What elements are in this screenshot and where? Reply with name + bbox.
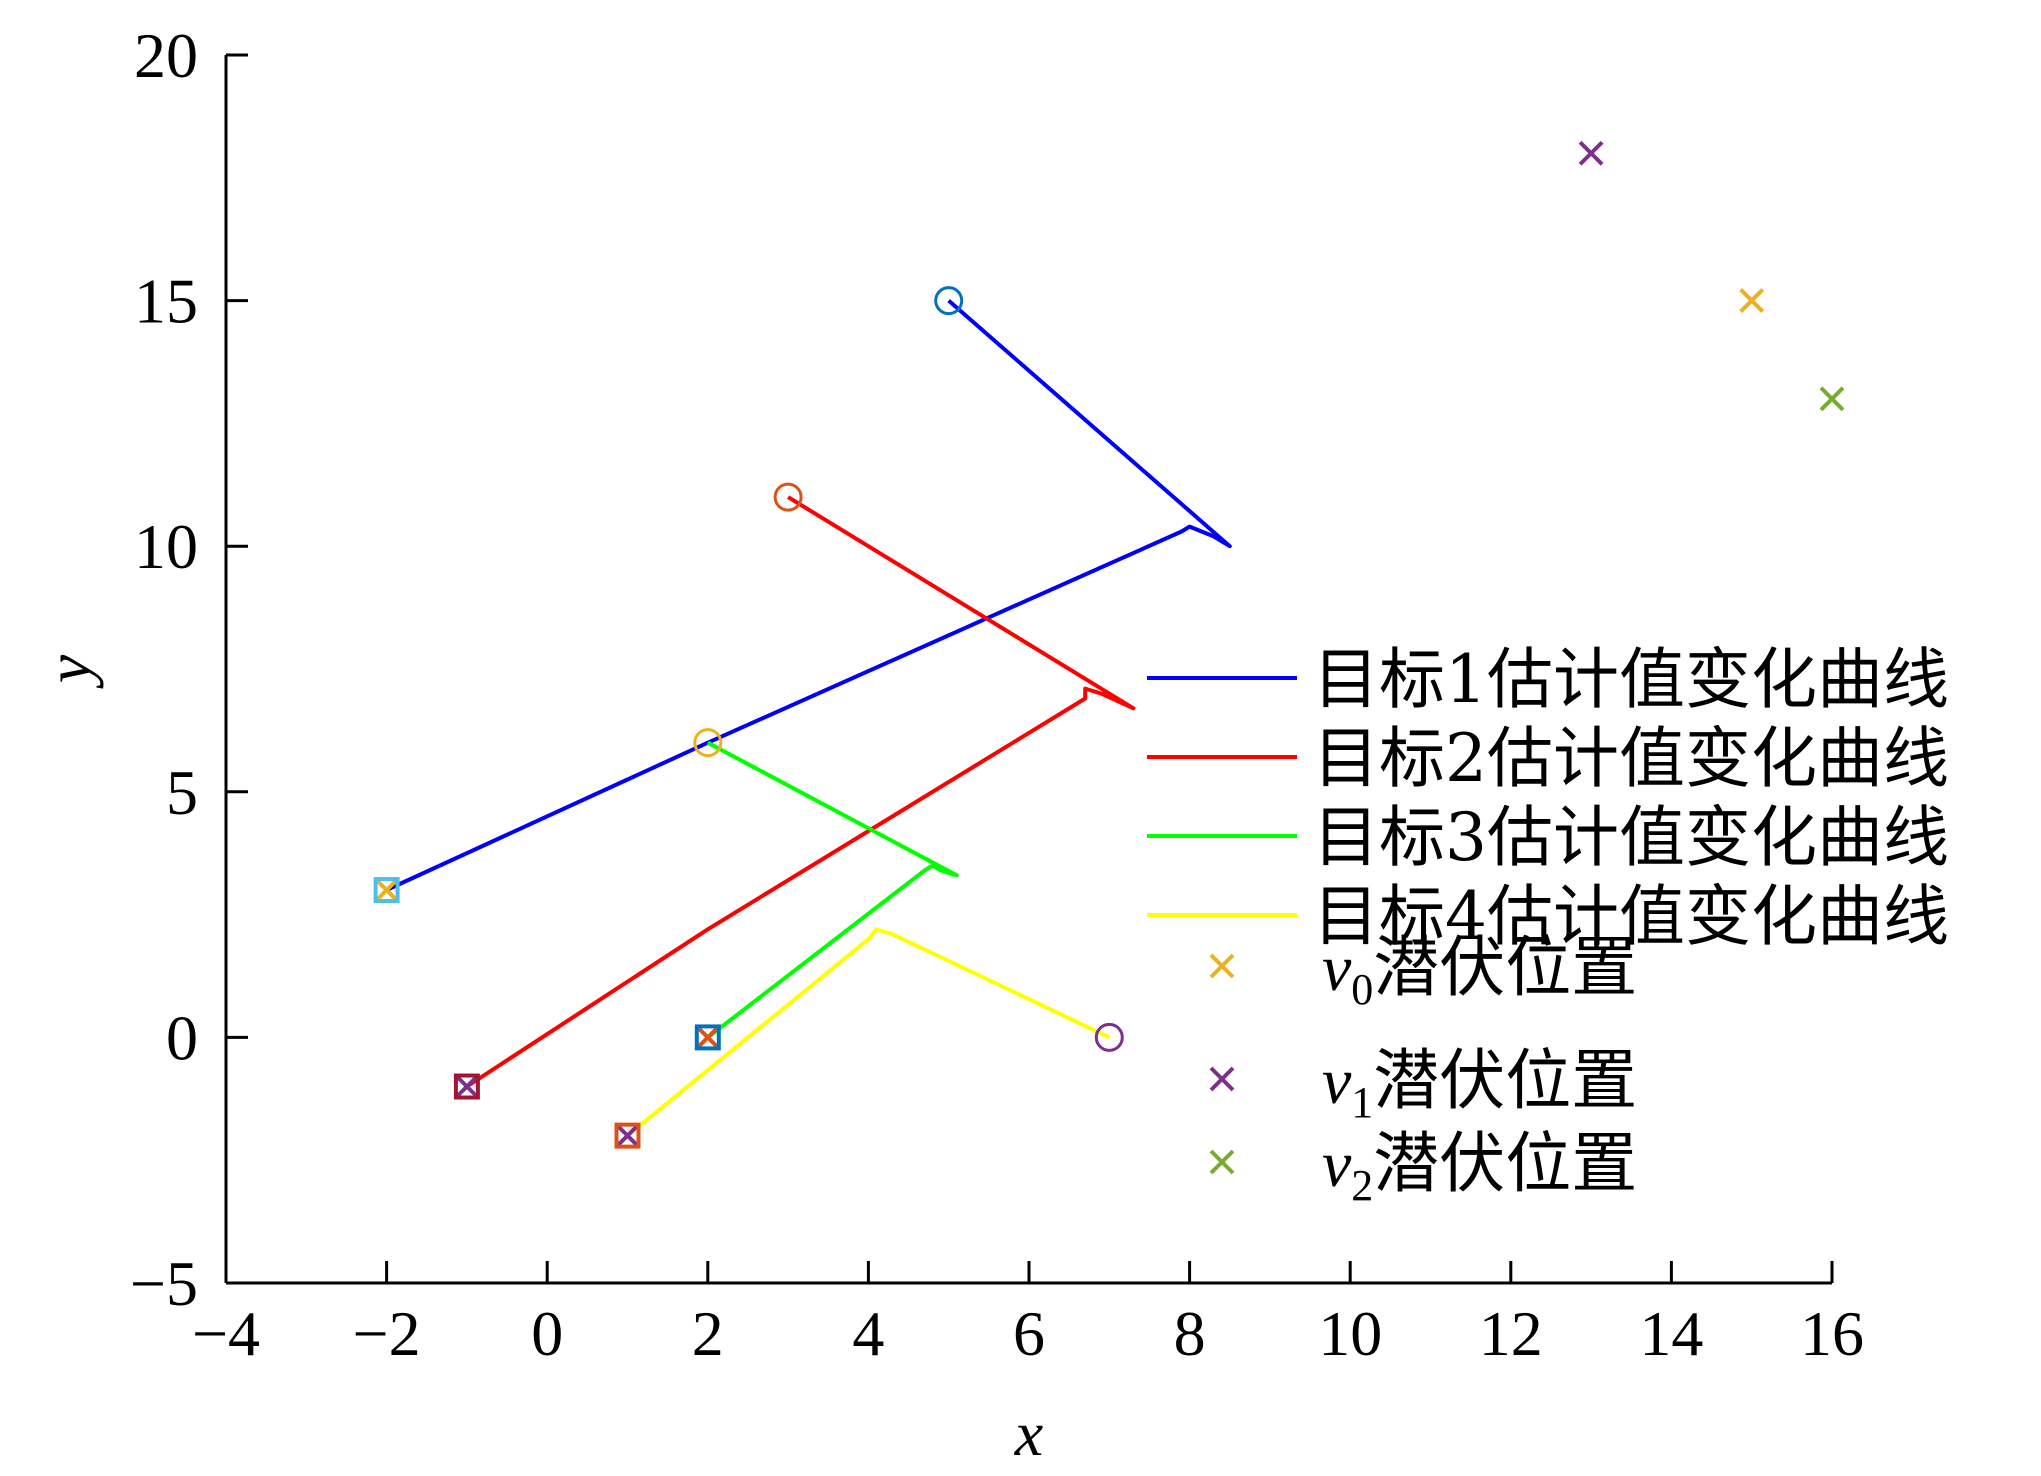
start-marker-1 xyxy=(934,286,964,316)
y-tick-label: 0 xyxy=(166,1002,198,1073)
series-line-3 xyxy=(706,740,959,1039)
legend-cross-v1-stroke-b xyxy=(1209,1066,1235,1092)
lurk-marker-v1-stroke-b xyxy=(1578,140,1604,166)
y-tick-label: 5 xyxy=(166,757,198,828)
lurk-marker-v0 xyxy=(1739,288,1765,314)
start-marker-3 xyxy=(693,728,723,758)
legend-label-2: 目标2估计值变化曲线 xyxy=(1313,720,1949,797)
start-cross-stroke-b xyxy=(695,1024,721,1050)
y-tick-label: −5 xyxy=(130,1248,198,1319)
start-cross xyxy=(374,877,400,903)
legend-cross-v2 xyxy=(1209,1149,1235,1175)
series-line-1 xyxy=(385,299,1232,892)
x-tick-label: 8 xyxy=(1174,1298,1206,1369)
series-line-2 xyxy=(465,495,1136,1089)
start-marker-2 xyxy=(773,482,803,512)
legend-lurk-label-v1: v1潜伏位置 xyxy=(1322,1042,1637,1127)
series-line-4 xyxy=(626,927,1111,1138)
x-tick-label: 12 xyxy=(1479,1298,1543,1369)
legend-lurk-label-v2: v2潜伏位置 xyxy=(1322,1125,1637,1210)
x-tick-label: 0 xyxy=(531,1298,563,1369)
y-tick-label: 20 xyxy=(134,20,198,91)
legend-cross-v2-stroke-b xyxy=(1209,1149,1235,1175)
y-axis-label: y xyxy=(33,654,104,689)
x-tick-label: −2 xyxy=(353,1298,421,1369)
lurk-marker-v2-stroke-b xyxy=(1819,386,1845,412)
start-cross-stroke-b xyxy=(454,1074,480,1099)
end-marker-2 xyxy=(453,1073,480,1100)
legend-cross-v0 xyxy=(1209,953,1235,979)
x-tick-label: 14 xyxy=(1639,1298,1703,1369)
x-axis-label: x xyxy=(1014,1398,1043,1469)
end-marker-3 xyxy=(694,1024,721,1051)
lurk-marker-v2 xyxy=(1819,386,1845,412)
legend: 目标1估计值变化曲线目标2估计值变化曲线目标3估计值变化曲线目标4估计值变化曲线… xyxy=(1147,641,1949,1210)
series-layer xyxy=(385,299,1232,1138)
end-marker-1 xyxy=(373,877,400,904)
y-tick-label: 10 xyxy=(134,511,198,582)
x-tick-label: 10 xyxy=(1318,1298,1382,1369)
start-cross-stroke-b xyxy=(374,877,400,903)
x-tick-label: 16 xyxy=(1800,1298,1864,1369)
legend-lurk-label-v0: v0潜伏位置 xyxy=(1322,929,1637,1014)
legend-label-1: 目标1估计值变化曲线 xyxy=(1313,641,1949,718)
start-cross xyxy=(454,1074,480,1099)
x-tick-label: 6 xyxy=(1013,1298,1045,1369)
legend-label-4: 目标4估计值变化曲线 xyxy=(1313,878,1949,955)
x-tick-label: −4 xyxy=(192,1298,260,1369)
legend-cross-v0-stroke-b xyxy=(1209,953,1235,979)
start-cross-stroke-b xyxy=(615,1123,640,1149)
start-cross xyxy=(695,1024,721,1050)
start-cross xyxy=(615,1123,640,1149)
end-marker-4 xyxy=(614,1122,641,1149)
x-tick-label: 4 xyxy=(852,1298,884,1369)
lurk-marker-v1 xyxy=(1578,140,1604,166)
x-tick-label: 2 xyxy=(692,1298,724,1369)
start-marker-4 xyxy=(1094,1022,1124,1052)
legend-label-3: 目标3估计值变化曲线 xyxy=(1313,799,1949,876)
y-tick-label: 15 xyxy=(134,266,198,337)
markers-layer xyxy=(373,140,1845,1149)
lurk-marker-v0-stroke-b xyxy=(1739,288,1765,314)
legend-cross-v1 xyxy=(1209,1066,1235,1092)
axes: −4 −2 0 2 4 6 8 10 12 14 16 −5 0 5 10 15 20 x y xyxy=(33,20,1864,1469)
